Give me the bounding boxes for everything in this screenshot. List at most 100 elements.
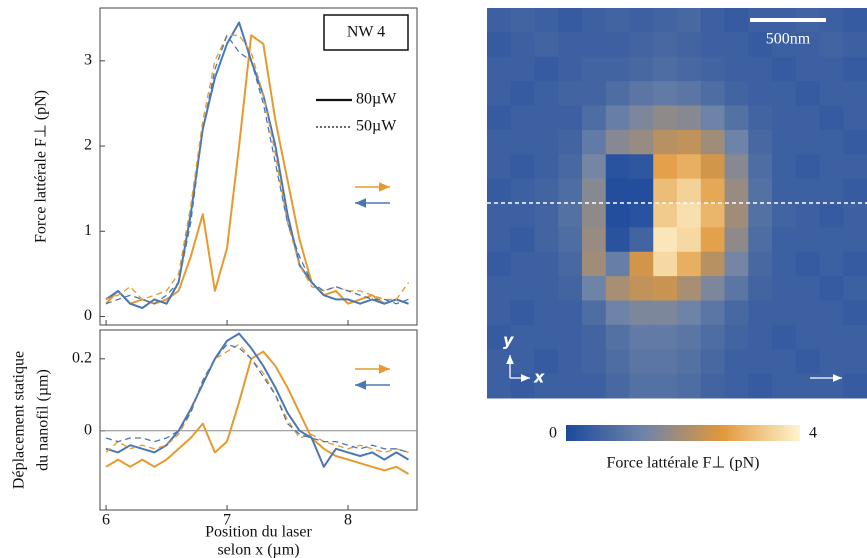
heat-cell <box>510 56 535 82</box>
heat-cell <box>843 56 867 82</box>
heat-cell <box>629 129 654 155</box>
heat-cell <box>700 276 725 301</box>
heat-cell <box>582 105 607 131</box>
heat-cell <box>795 178 820 204</box>
heat-cell <box>487 129 512 155</box>
heat-cell <box>605 324 630 350</box>
heat-cell <box>582 154 607 180</box>
heat-cell <box>629 227 654 253</box>
series-group <box>105 332 410 475</box>
heat-cell <box>795 276 820 301</box>
heat-cell <box>629 324 654 350</box>
heat-cell <box>843 203 867 228</box>
heat-cell <box>700 8 725 33</box>
heat-cell <box>795 251 820 277</box>
heat-cell <box>700 251 725 277</box>
heat-cell <box>558 105 583 131</box>
heat-cell <box>510 105 535 131</box>
y-tick-label: 0 <box>84 307 92 324</box>
heat-cell <box>629 105 654 131</box>
series-group <box>105 21 410 309</box>
heat-cell <box>629 154 654 180</box>
plot-frame <box>99 7 418 326</box>
heat-cell <box>558 349 583 375</box>
heat-cell <box>605 105 630 131</box>
heat-cell <box>772 300 797 326</box>
heat-cell <box>795 105 820 131</box>
heat-cell <box>724 227 749 253</box>
y-axis-label: du nanofil (µm) <box>35 369 52 471</box>
heat-cell <box>700 81 725 106</box>
heat-cell <box>582 349 607 375</box>
legend-label: 80µW <box>356 91 397 108</box>
heat-cell <box>795 56 820 82</box>
heat-cell <box>582 129 607 155</box>
heat-cell <box>534 276 559 301</box>
heat-cell <box>653 373 678 399</box>
x-axis-label: selon x (µm) <box>217 542 299 558</box>
heat-cell <box>582 56 607 82</box>
y-tick-label: 0 <box>84 421 92 438</box>
y-axis-label: Déplacement statique <box>11 351 28 489</box>
y-tick-label: 0.2 <box>72 349 92 366</box>
heat-cell <box>677 105 702 131</box>
heat-cell <box>819 227 844 253</box>
heat-cell <box>653 276 678 301</box>
heat-cell <box>772 81 797 106</box>
data-line <box>105 343 409 454</box>
heat-cell <box>795 32 820 58</box>
heat-cell <box>487 251 512 277</box>
heat-cell <box>819 56 844 82</box>
x-tick-label: 6 <box>102 512 110 529</box>
heat-cell <box>748 178 773 204</box>
heat-cell <box>605 373 630 399</box>
heat-cell <box>510 276 535 301</box>
heat-cell <box>677 154 702 180</box>
heat-cell <box>700 227 725 253</box>
heat-cell <box>605 227 630 253</box>
y-tick-label: 2 <box>84 137 92 154</box>
heat-cell <box>677 227 702 253</box>
heat-cell <box>677 373 702 399</box>
heat-cell <box>748 203 773 228</box>
heat-cell <box>558 324 583 350</box>
heat-cell <box>724 8 749 33</box>
heat-cell <box>677 349 702 375</box>
data-line <box>105 332 410 468</box>
heat-cell <box>605 203 630 228</box>
heat-cell <box>748 251 773 277</box>
heat-cell <box>534 373 559 399</box>
heat-cell <box>653 227 678 253</box>
heat-cell <box>629 81 654 106</box>
heat-cell <box>772 56 797 82</box>
heat-cell <box>653 324 678 350</box>
heat-cell <box>487 324 512 350</box>
axis-indicator-label: x <box>533 368 545 387</box>
heat-cell <box>819 203 844 228</box>
heat-cell <box>487 81 512 106</box>
heat-cell <box>724 251 749 277</box>
heat-cell <box>677 32 702 58</box>
heat-cell <box>748 300 773 326</box>
heat-cell <box>819 324 844 350</box>
heat-cell <box>677 300 702 326</box>
y-tick-label: 1 <box>84 222 92 239</box>
heat-cell <box>819 105 844 131</box>
heat-cell <box>558 203 583 228</box>
heat-cell <box>653 8 678 33</box>
heat-cell <box>700 56 725 82</box>
heat-cell <box>724 56 749 82</box>
heat-cell <box>629 300 654 326</box>
x-tick-label: 8 <box>344 512 352 529</box>
heat-cell <box>558 56 583 82</box>
heat-cell <box>534 56 559 82</box>
heat-cell <box>582 81 607 106</box>
heat-cell <box>629 178 654 204</box>
heat-cell <box>558 373 583 399</box>
heat-cell <box>724 203 749 228</box>
heat-cell <box>772 178 797 204</box>
heat-cell <box>772 154 797 180</box>
heat-cell <box>510 81 535 106</box>
heat-cell <box>843 373 867 399</box>
